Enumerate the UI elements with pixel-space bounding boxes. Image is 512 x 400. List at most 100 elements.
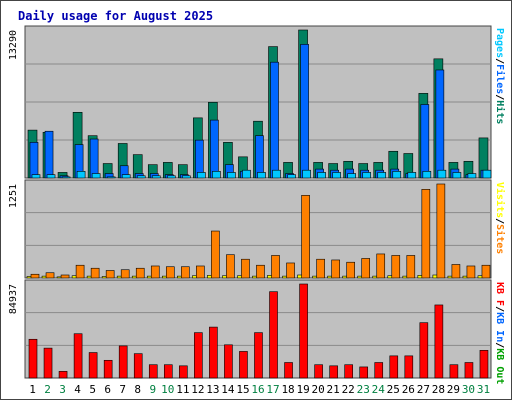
- bar-pages: [422, 171, 432, 179]
- bar-sites: [90, 267, 100, 279]
- bar-sites: [196, 265, 205, 279]
- bar-sites: [361, 258, 371, 279]
- bar-kb: [464, 362, 474, 379]
- legend-entry: /: [494, 342, 505, 348]
- bar-files: [210, 119, 219, 179]
- y-axis-max-label: 13290: [8, 30, 19, 60]
- panel-1: 13290 Pages/Files/Hits: [8, 25, 506, 179]
- bar-pages: [332, 172, 341, 179]
- x-tick-label: 15: [236, 383, 249, 396]
- bar-sites: [286, 262, 295, 279]
- bar-pages: [197, 172, 206, 179]
- bar-sites: [45, 272, 55, 279]
- bar-sites: [271, 255, 280, 279]
- bar-pages: [212, 171, 221, 179]
- bar-sites: [150, 265, 160, 279]
- bar-sites: [376, 253, 386, 279]
- bar-kb: [58, 371, 68, 379]
- bar-kb: [239, 351, 248, 379]
- bar-sites: [211, 230, 220, 279]
- x-tick-label: 31: [477, 383, 490, 396]
- bar-kb: [163, 364, 173, 379]
- legend-entry: Visits: [494, 182, 506, 218]
- bar-kb: [118, 345, 128, 379]
- bar-pages: [407, 172, 417, 179]
- bar-sites: [135, 267, 145, 279]
- bar-sites: [241, 258, 250, 279]
- bar-pages: [347, 173, 356, 179]
- legend-entry: Pages: [494, 28, 505, 58]
- x-tick-label: 5: [89, 383, 96, 396]
- x-tick-label: 6: [104, 383, 111, 396]
- bar-pages: [257, 172, 266, 179]
- bar-sites: [331, 259, 340, 279]
- bar-files: [420, 104, 430, 179]
- bar-kb: [179, 365, 188, 379]
- legend-entry: KB Out: [494, 348, 505, 384]
- legend-entry: Hits: [494, 100, 506, 124]
- bar-files: [255, 135, 264, 179]
- bar-kb: [434, 304, 444, 379]
- bar-sites: [75, 264, 85, 279]
- bar-kb: [449, 364, 459, 379]
- bar-pages: [166, 175, 176, 179]
- legend-entry: KB F: [494, 282, 505, 306]
- x-tick-label: 29: [447, 383, 460, 396]
- bar-pages: [377, 172, 387, 179]
- bar-kb: [359, 366, 369, 379]
- legend-entry: Sites: [494, 224, 506, 254]
- y-axis-max-label: 84937: [8, 284, 19, 314]
- bar-pages: [227, 172, 236, 179]
- bar-pages: [272, 169, 281, 179]
- legend-right: Visits/Sites: [494, 182, 506, 254]
- bar-kb: [103, 359, 113, 379]
- x-tick-label: 8: [134, 383, 141, 396]
- bar-kb: [329, 365, 338, 379]
- bar-sites: [181, 266, 190, 279]
- x-tick-label: 10: [161, 383, 174, 396]
- x-tick-label: 23: [357, 383, 370, 396]
- x-tick-label: 22: [342, 383, 355, 396]
- x-tick-label: 2: [44, 383, 51, 396]
- bar-pages: [467, 173, 477, 179]
- bar-kb: [299, 283, 308, 379]
- bar-pages: [46, 174, 56, 179]
- bar-sites: [451, 264, 461, 279]
- bar-kb: [148, 364, 158, 379]
- bar-pages: [317, 172, 326, 179]
- bar-sites: [301, 195, 310, 279]
- bar-pages: [136, 175, 146, 179]
- x-tick-label: 7: [119, 383, 126, 396]
- bar-kb: [88, 352, 98, 379]
- bar-pages: [31, 174, 41, 179]
- bar-pages: [91, 173, 101, 179]
- bar-kb: [269, 291, 278, 379]
- bar-sites: [60, 274, 70, 279]
- bar-kb: [73, 333, 83, 379]
- x-tick-label: 1: [29, 383, 36, 396]
- bar-pages: [482, 169, 492, 179]
- bar-kb: [344, 364, 353, 379]
- bar-pages: [76, 171, 86, 179]
- bar-sites: [226, 254, 235, 279]
- bar-kb: [133, 353, 143, 379]
- bar-sites: [436, 183, 446, 279]
- x-tick-label: 24: [372, 383, 386, 396]
- bar-kb: [374, 362, 384, 379]
- bar-kb: [389, 355, 399, 379]
- x-axis-labels: 1 2 3 4 5 6 7 8 9 10 11 12 13 14 15 16 17 18 19 20 21 22 23 24 2…: [29, 383, 490, 396]
- bar-files: [44, 130, 54, 179]
- panel-2: 1251 Visits/Sites: [8, 179, 506, 279]
- bar-pages: [151, 175, 161, 179]
- bar-pages: [121, 174, 131, 179]
- bar-sites: [316, 258, 325, 279]
- bar-sites: [421, 189, 431, 279]
- x-tick-label: 13: [206, 383, 219, 396]
- bar-sites: [481, 264, 491, 279]
- x-tick-label: 20: [312, 383, 325, 396]
- bar-files: [270, 61, 279, 179]
- bar-kb: [224, 344, 233, 379]
- x-tick-label: 9: [149, 383, 156, 396]
- x-tick-label: 26: [402, 383, 415, 396]
